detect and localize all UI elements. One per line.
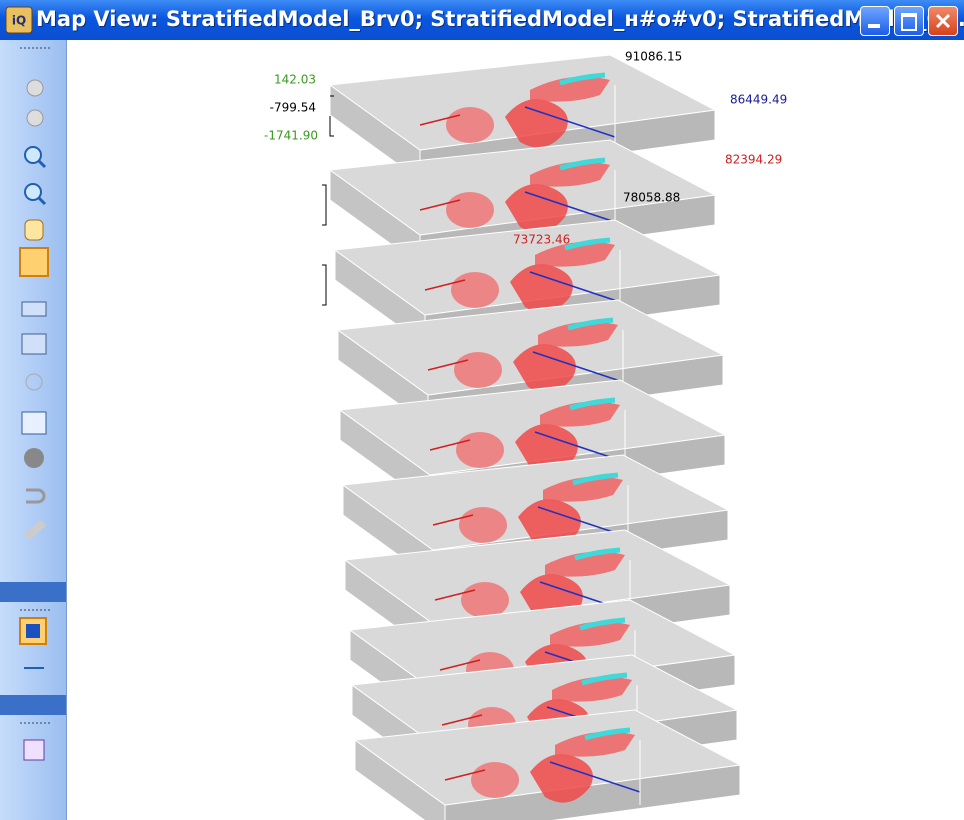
undo-button[interactable]: [26, 488, 46, 504]
stratified-layers: [330, 55, 740, 820]
pan-active-button[interactable]: [19, 247, 49, 277]
map-canvas: 91086.15 86449.49 82394.29 78058.88 7372…: [67, 40, 964, 820]
toolbar-icons: [0, 47, 66, 761]
pan-button[interactable]: [24, 219, 44, 241]
axis-label: 86449.49: [730, 93, 787, 107]
window-title: Map View: StratifiedModel_Brv0; Stratifi…: [36, 7, 964, 31]
toolbar: [0, 40, 67, 820]
tool-button[interactable]: [25, 373, 43, 391]
3d-scene: 91086.15 86449.49 82394.29 78058.88 7372…: [264, 50, 787, 820]
axis-label: 82394.29: [725, 153, 782, 167]
zoom-in-button[interactable]: [24, 146, 47, 169]
axis-label: 91086.15: [625, 50, 682, 64]
axis-label: 73723.46: [513, 233, 570, 247]
info-button[interactable]: [24, 448, 44, 468]
depth-brackets: [322, 95, 334, 306]
tool-button[interactable]: [21, 333, 47, 355]
minimize-button[interactable]: [860, 6, 890, 36]
svg-text:iQ: iQ: [12, 14, 26, 28]
app-icon: iQ: [5, 6, 33, 34]
title-bar: iQ Map View: StratifiedModel_Brv0; Strat…: [0, 0, 964, 40]
close-button[interactable]: [928, 6, 958, 36]
legend-button[interactable]: [23, 739, 45, 761]
tool-button[interactable]: [21, 301, 47, 317]
table-button[interactable]: [21, 411, 47, 435]
depth-label: 142.03: [274, 73, 316, 87]
zoom-out-button[interactable]: [24, 183, 47, 206]
ruler-button[interactable]: [24, 519, 46, 541]
axis-label: 78058.88: [623, 191, 680, 205]
forward-button[interactable]: [26, 109, 44, 127]
maximize-button[interactable]: [894, 6, 924, 36]
depth-label: -1741.90: [264, 129, 318, 143]
back-button[interactable]: [26, 79, 44, 97]
depth-label: -799.54: [270, 101, 316, 115]
